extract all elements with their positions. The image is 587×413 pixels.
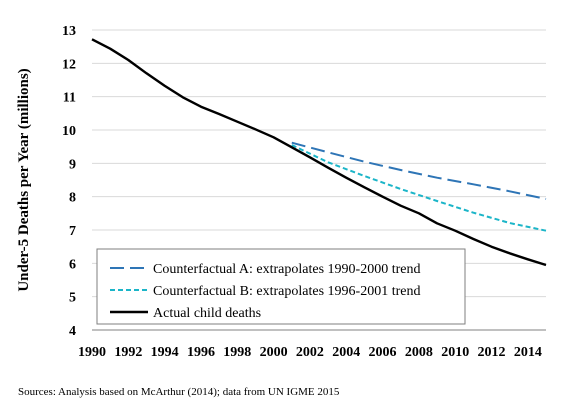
legend-label-1: Counterfactual A: extrapolates 1990-2000… xyxy=(153,262,420,277)
y-tick-label: 8 xyxy=(69,191,76,206)
x-tick-label: 2012 xyxy=(478,345,506,360)
legend-label-3: Actual child deaths xyxy=(153,306,261,321)
legend-box xyxy=(96,248,466,325)
y-tick-label: 4 xyxy=(69,324,76,339)
series-lines xyxy=(91,38,547,267)
y-tick-label: 5 xyxy=(69,291,76,306)
x-tick-label: 2008 xyxy=(405,345,433,360)
source-note: Sources: Analysis based on McArthur (201… xyxy=(18,386,340,398)
x-tick-label: 1998 xyxy=(223,345,251,360)
x-tick-label: 1994 xyxy=(151,345,179,360)
legend-items: Counterfactual A: extrapolates 1990-2000… xyxy=(110,262,420,321)
x-tick-label: 2006 xyxy=(369,345,397,360)
series-line-1 xyxy=(291,141,547,200)
x-tick-label: 2004 xyxy=(332,345,360,360)
y-tick-label: 6 xyxy=(69,257,76,272)
y-tick-label: 10 xyxy=(62,124,76,139)
y-tick-label: 13 xyxy=(62,24,76,39)
x-tick-label: 2014 xyxy=(514,345,542,360)
series-line-2 xyxy=(291,144,547,232)
legend-label-2: Counterfactual B: extrapolates 1996-2001… xyxy=(153,284,420,299)
y-tick-label: 7 xyxy=(69,224,76,239)
x-tick-label: 1996 xyxy=(187,345,215,360)
y-axis-label: Under-5 Deaths per Year (millions) xyxy=(16,68,32,291)
y-tick-label: 12 xyxy=(62,57,76,72)
x-axis-ticks: 1990 1992 1994 1996 1998 2000 2002 2004 2006 2008… xyxy=(78,345,542,360)
x-tick-label: 1990 xyxy=(78,345,106,360)
y-axis-ticks: 4 5 6 7 8 9 10 11 12 13 xyxy=(62,24,76,339)
x-tick-label: 2010 xyxy=(441,345,469,360)
legend: Counterfactual A: extrapolates 1990-2000… xyxy=(96,248,466,325)
x-tick-label: 1992 xyxy=(114,345,142,360)
x-tick-label: 2000 xyxy=(260,345,288,360)
x-tick-label: 2002 xyxy=(296,345,324,360)
y-tick-label: 11 xyxy=(63,91,76,106)
y-tick-label: 9 xyxy=(69,157,76,172)
series-line-3 xyxy=(91,38,547,267)
